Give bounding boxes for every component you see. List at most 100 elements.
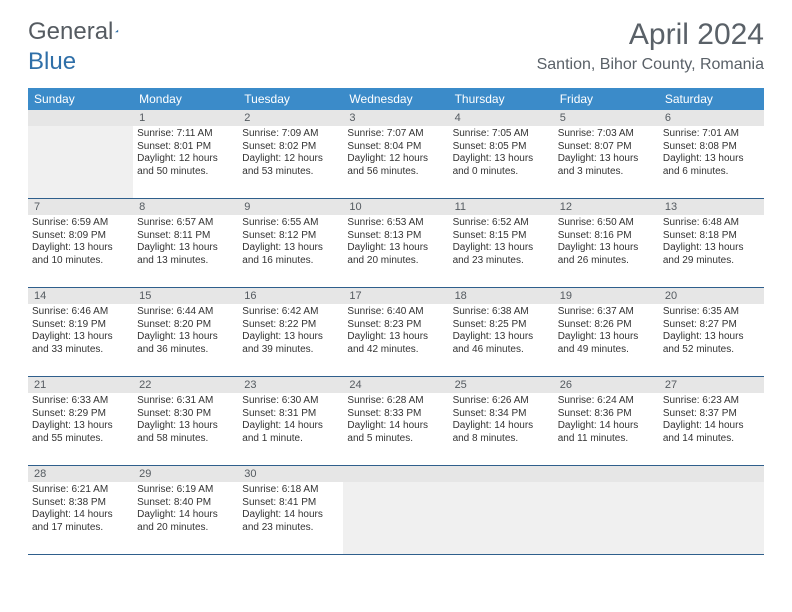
day-number [659, 466, 764, 482]
sunrise-text: Sunrise: 7:01 AM [663, 128, 760, 141]
sunset-text: Sunset: 8:08 PM [663, 141, 760, 154]
day-number: 22 [133, 377, 238, 393]
sunrise-text: Sunrise: 7:11 AM [137, 128, 234, 141]
daylight-text: Daylight: 12 hours and 56 minutes. [347, 153, 444, 178]
weekday-header: Tuesday [238, 88, 343, 110]
daylight-text: Daylight: 13 hours and 42 minutes. [347, 331, 444, 356]
sunset-text: Sunset: 8:40 PM [137, 497, 234, 510]
daylight-text: Daylight: 14 hours and 20 minutes. [137, 509, 234, 534]
day-number: 30 [238, 466, 343, 482]
day-number: 12 [554, 199, 659, 215]
day-number: 18 [449, 288, 554, 304]
daylight-text: Daylight: 13 hours and 10 minutes. [32, 242, 129, 267]
sunset-text: Sunset: 8:26 PM [558, 319, 655, 332]
day-number: 17 [343, 288, 448, 304]
sunrise-text: Sunrise: 6:38 AM [453, 306, 550, 319]
sunset-text: Sunset: 8:34 PM [453, 408, 550, 421]
day-number [554, 466, 659, 482]
sunrise-text: Sunrise: 6:35 AM [663, 306, 760, 319]
day-cell: Sunrise: 6:26 AMSunset: 8:34 PMDaylight:… [449, 393, 554, 465]
logo-text-1: General [28, 18, 113, 46]
daylight-text: Daylight: 13 hours and 39 minutes. [242, 331, 339, 356]
day-number: 4 [449, 110, 554, 126]
day-number-row: 282930 [28, 466, 764, 482]
sunset-text: Sunset: 8:37 PM [663, 408, 760, 421]
sunrise-text: Sunrise: 6:19 AM [137, 484, 234, 497]
sunset-text: Sunset: 8:30 PM [137, 408, 234, 421]
sunset-text: Sunset: 8:02 PM [242, 141, 339, 154]
day-cell: Sunrise: 6:19 AMSunset: 8:40 PMDaylight:… [133, 482, 238, 554]
week-row: Sunrise: 6:46 AMSunset: 8:19 PMDaylight:… [28, 304, 764, 377]
sunset-text: Sunset: 8:23 PM [347, 319, 444, 332]
sunset-text: Sunset: 8:22 PM [242, 319, 339, 332]
day-number [28, 110, 133, 126]
day-cell [659, 482, 764, 554]
sunrise-text: Sunrise: 7:05 AM [453, 128, 550, 141]
day-cell: Sunrise: 6:44 AMSunset: 8:20 PMDaylight:… [133, 304, 238, 376]
day-number: 11 [449, 199, 554, 215]
day-number-row: 21222324252627 [28, 377, 764, 393]
calendar: Sunday Monday Tuesday Wednesday Thursday… [28, 88, 764, 555]
sunrise-text: Sunrise: 6:42 AM [242, 306, 339, 319]
sunrise-text: Sunrise: 6:26 AM [453, 395, 550, 408]
daylight-text: Daylight: 13 hours and 3 minutes. [558, 153, 655, 178]
day-cell: Sunrise: 6:46 AMSunset: 8:19 PMDaylight:… [28, 304, 133, 376]
daylight-text: Daylight: 12 hours and 53 minutes. [242, 153, 339, 178]
sunrise-text: Sunrise: 6:57 AM [137, 217, 234, 230]
sunrise-text: Sunrise: 6:24 AM [558, 395, 655, 408]
sunrise-text: Sunrise: 6:31 AM [137, 395, 234, 408]
day-number: 23 [238, 377, 343, 393]
day-cell: Sunrise: 7:01 AMSunset: 8:08 PMDaylight:… [659, 126, 764, 198]
location-text: Santion, Bihor County, Romania [537, 56, 764, 74]
day-cell: Sunrise: 6:21 AMSunset: 8:38 PMDaylight:… [28, 482, 133, 554]
daylight-text: Daylight: 13 hours and 33 minutes. [32, 331, 129, 356]
sunset-text: Sunset: 8:33 PM [347, 408, 444, 421]
daylight-text: Daylight: 13 hours and 23 minutes. [453, 242, 550, 267]
day-cell: Sunrise: 6:42 AMSunset: 8:22 PMDaylight:… [238, 304, 343, 376]
day-cell: Sunrise: 6:53 AMSunset: 8:13 PMDaylight:… [343, 215, 448, 287]
daylight-text: Daylight: 13 hours and 52 minutes. [663, 331, 760, 356]
logo-triangle-icon [115, 23, 118, 39]
day-number: 29 [133, 466, 238, 482]
sunrise-text: Sunrise: 6:40 AM [347, 306, 444, 319]
day-cell: Sunrise: 7:11 AMSunset: 8:01 PMDaylight:… [133, 126, 238, 198]
sunset-text: Sunset: 8:25 PM [453, 319, 550, 332]
logo-text-2: Blue [28, 48, 76, 76]
day-cell: Sunrise: 6:55 AMSunset: 8:12 PMDaylight:… [238, 215, 343, 287]
weekday-header: Monday [133, 88, 238, 110]
day-number: 1 [133, 110, 238, 126]
daylight-text: Daylight: 13 hours and 6 minutes. [663, 153, 760, 178]
day-number: 27 [659, 377, 764, 393]
sunrise-text: Sunrise: 6:46 AM [32, 306, 129, 319]
sunset-text: Sunset: 8:04 PM [347, 141, 444, 154]
day-cell: Sunrise: 6:59 AMSunset: 8:09 PMDaylight:… [28, 215, 133, 287]
day-cell [449, 482, 554, 554]
day-cell: Sunrise: 7:05 AMSunset: 8:05 PMDaylight:… [449, 126, 554, 198]
sunset-text: Sunset: 8:05 PM [453, 141, 550, 154]
day-number: 15 [133, 288, 238, 304]
sunrise-text: Sunrise: 6:23 AM [663, 395, 760, 408]
day-number: 14 [28, 288, 133, 304]
sunset-text: Sunset: 8:16 PM [558, 230, 655, 243]
sunrise-text: Sunrise: 7:07 AM [347, 128, 444, 141]
day-cell: Sunrise: 7:07 AMSunset: 8:04 PMDaylight:… [343, 126, 448, 198]
weekday-header-row: Sunday Monday Tuesday Wednesday Thursday… [28, 88, 764, 110]
day-cell: Sunrise: 6:31 AMSunset: 8:30 PMDaylight:… [133, 393, 238, 465]
sunset-text: Sunset: 8:41 PM [242, 497, 339, 510]
daylight-text: Daylight: 14 hours and 14 minutes. [663, 420, 760, 445]
sunset-text: Sunset: 8:09 PM [32, 230, 129, 243]
daylight-text: Daylight: 13 hours and 26 minutes. [558, 242, 655, 267]
daylight-text: Daylight: 14 hours and 5 minutes. [347, 420, 444, 445]
day-number: 16 [238, 288, 343, 304]
week-row: Sunrise: 6:21 AMSunset: 8:38 PMDaylight:… [28, 482, 764, 555]
week-row: Sunrise: 6:59 AMSunset: 8:09 PMDaylight:… [28, 215, 764, 288]
week-row: Sunrise: 6:33 AMSunset: 8:29 PMDaylight:… [28, 393, 764, 466]
sunset-text: Sunset: 8:07 PM [558, 141, 655, 154]
sunset-text: Sunset: 8:27 PM [663, 319, 760, 332]
day-number: 21 [28, 377, 133, 393]
day-cell [343, 482, 448, 554]
day-number: 8 [133, 199, 238, 215]
day-number: 5 [554, 110, 659, 126]
daylight-text: Daylight: 13 hours and 58 minutes. [137, 420, 234, 445]
daylight-text: Daylight: 13 hours and 36 minutes. [137, 331, 234, 356]
